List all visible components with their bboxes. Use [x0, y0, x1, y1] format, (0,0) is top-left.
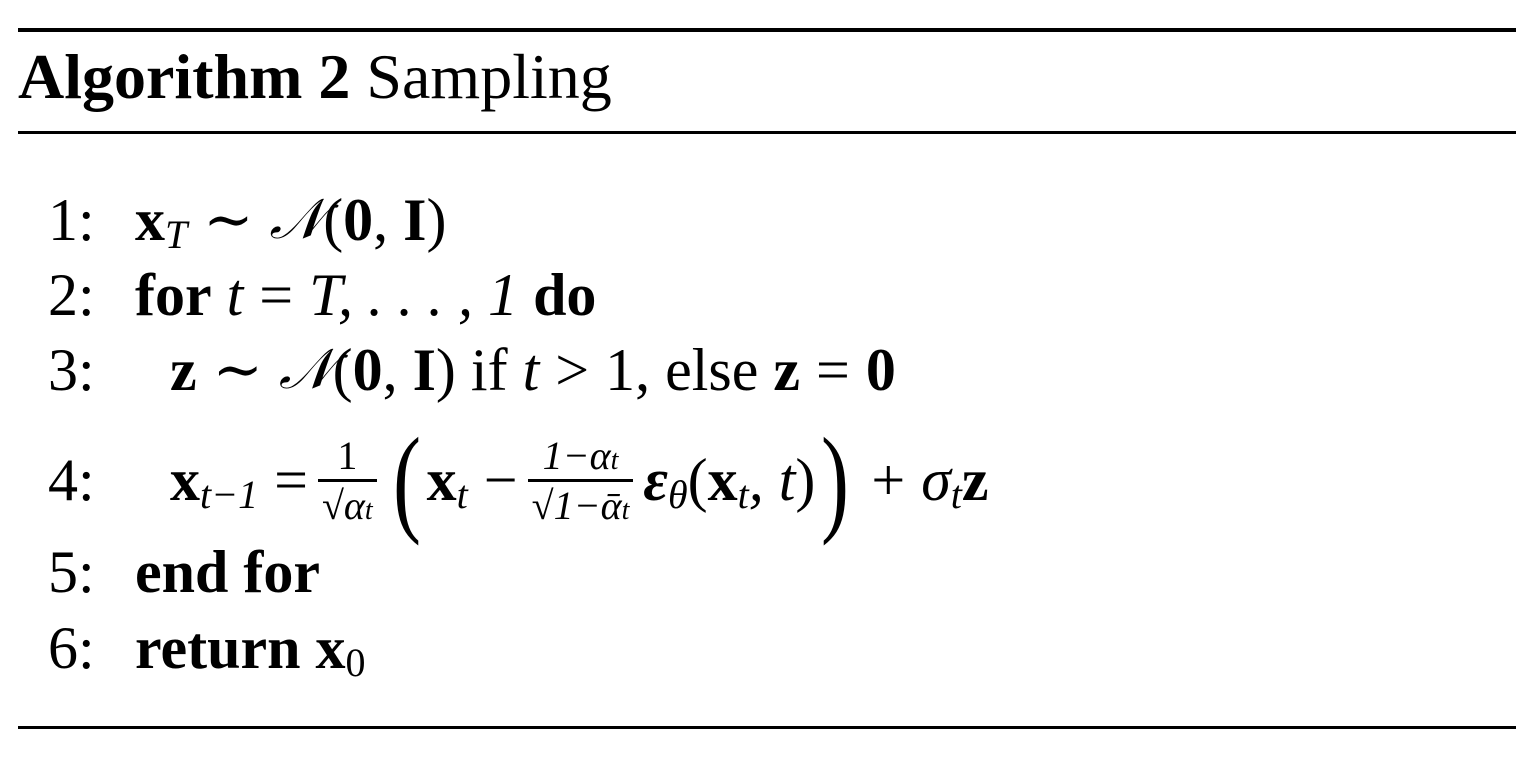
math-token: t	[737, 471, 749, 517]
math-token: t	[621, 494, 630, 526]
numerator: 1−α	[542, 432, 611, 478]
line-number: 6:	[48, 614, 95, 681]
math-token: I	[403, 186, 427, 253]
math-token: t	[522, 336, 540, 403]
denominator: √α	[321, 482, 365, 528]
math-token: >	[555, 336, 590, 403]
math-token: 𝒩	[278, 337, 333, 402]
math-token: (	[323, 186, 344, 253]
math-token: θ	[667, 471, 688, 517]
math-token: T	[165, 211, 188, 257]
math-token: 0	[343, 186, 374, 253]
math-token: x	[426, 446, 457, 513]
math-token: ∼	[203, 187, 254, 253]
math-token: =	[274, 446, 308, 513]
math-token: =	[259, 261, 294, 328]
keyword: return	[135, 614, 301, 681]
math-token: )	[426, 186, 447, 253]
math-token: t−1	[200, 471, 259, 517]
denominator: √1−ᾱ	[531, 482, 622, 528]
math-token: z	[961, 446, 989, 513]
fraction: 1−αt √1−ᾱt	[527, 432, 634, 529]
bottom-rule	[18, 726, 1516, 729]
line-number: 3:	[48, 336, 95, 403]
math-token: ∼	[212, 337, 263, 403]
big-paren: (	[392, 413, 421, 546]
line-number: 5:	[48, 538, 95, 605]
line-number: 2:	[48, 261, 95, 328]
math-token: x	[315, 614, 346, 681]
text-token: 1, else	[605, 336, 759, 403]
math-token: 𝒩	[269, 187, 324, 252]
math-token: (	[687, 446, 708, 513]
math-token: 0	[352, 336, 383, 403]
math-token: x	[135, 186, 165, 253]
math-token: z	[773, 336, 800, 403]
math-token: )	[795, 446, 816, 513]
math-token: x	[170, 446, 200, 513]
line-number: 1:	[48, 186, 95, 253]
math-token: −	[483, 446, 518, 513]
math-token: )	[435, 336, 456, 403]
math-token: +	[871, 446, 906, 513]
math-token: T, . . . , 1	[309, 261, 519, 328]
math-token: 0	[865, 336, 896, 403]
line-number: 4:	[48, 446, 95, 513]
math-token: t	[226, 261, 244, 328]
math-token: x	[707, 446, 738, 513]
math-token: (	[332, 336, 353, 403]
math-token: ,	[373, 186, 389, 253]
math-token: t	[456, 471, 468, 517]
text-token: if	[470, 336, 508, 403]
header-rule	[18, 131, 1516, 134]
algorithm-label: Algorithm 2	[18, 41, 351, 112]
math-token: 0	[345, 639, 366, 685]
numerator: 1	[337, 432, 358, 478]
algorithm-title: Algorithm 2 Sampling	[18, 40, 612, 114]
math-token: σ	[921, 446, 951, 513]
math-token: I	[412, 336, 436, 403]
keyword: for	[135, 261, 212, 328]
algorithm-name: Sampling	[366, 41, 612, 112]
math-token: t	[364, 494, 373, 526]
math-token: ,	[382, 336, 398, 403]
big-paren: )	[821, 413, 850, 546]
top-rule	[18, 28, 1516, 32]
line-content: for t = T, . . . , 1 do	[135, 261, 596, 330]
math-token: t	[950, 471, 962, 517]
math-token: =	[816, 336, 850, 403]
line-content: end for	[135, 538, 320, 607]
math-token: , t	[748, 446, 796, 513]
math-token: ε	[643, 446, 668, 513]
fraction: 1 √αt	[317, 432, 377, 529]
line-content: z ∼ 𝒩(0, I) if t >1, else z = 0	[170, 335, 896, 405]
keyword: do	[533, 261, 597, 328]
keyword: end for	[135, 538, 320, 605]
math-token: z	[170, 336, 197, 403]
line-content: x t−1 = 1 √αt ( x t − 1−αt √1−ᾱt ε θ(x t, t) ) +…	[170, 420, 989, 540]
math-token: t	[610, 444, 619, 476]
